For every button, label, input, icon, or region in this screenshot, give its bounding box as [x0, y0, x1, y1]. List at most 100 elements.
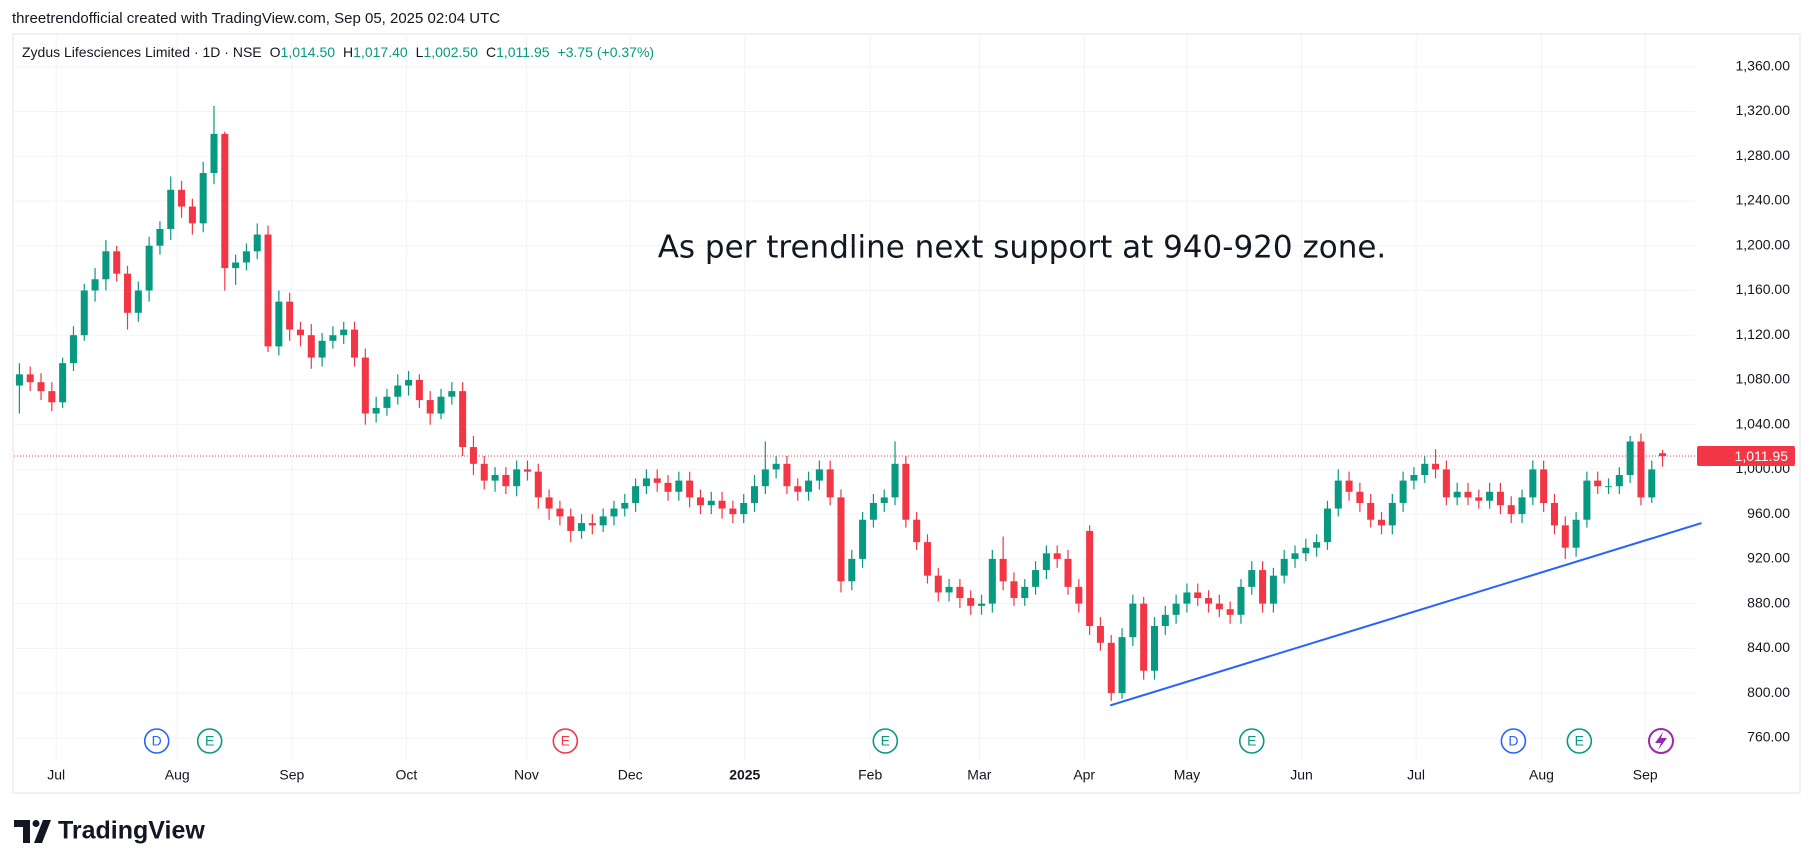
legend-value: 1,011.95	[496, 44, 550, 60]
candle-body	[1605, 486, 1613, 488]
y-tick-label: 1,160.00	[1736, 281, 1791, 297]
candle-body	[707, 500, 715, 506]
candle-body	[523, 469, 532, 472]
last-price-box	[1697, 446, 1795, 467]
x-tick-label: 2025	[729, 767, 760, 783]
x-tick-label: Aug	[1529, 767, 1554, 783]
candle-body	[318, 340, 326, 358]
candle-body	[805, 480, 813, 492]
candle-body	[794, 486, 802, 492]
candle-body	[253, 234, 261, 252]
candle-body	[1032, 570, 1040, 587]
event-label: E	[1575, 733, 1584, 749]
candle-body	[1432, 463, 1440, 470]
candle-body	[740, 502, 748, 515]
candle-body	[1129, 603, 1137, 638]
candle-body	[232, 262, 240, 269]
candle-body	[621, 502, 629, 509]
candle-body	[437, 396, 445, 414]
candle-body	[123, 273, 132, 313]
grid: 760.00 800.00 840.00 880.00 920.00 960.00 1,00…	[14, 35, 1790, 783]
candle-body	[1529, 469, 1537, 498]
candle-body	[1367, 502, 1375, 520]
candle-body	[588, 523, 596, 526]
candle-body	[761, 469, 769, 487]
y-tick-label: 1,040.00	[1736, 415, 1791, 431]
candle-body	[1572, 519, 1580, 548]
event-marker	[196, 728, 223, 754]
candle-body	[178, 189, 186, 207]
y-tick-label: 1,280.00	[1736, 147, 1791, 163]
legend-value: 1,014.50	[281, 44, 336, 60]
candle-body	[632, 486, 640, 503]
x-tick-label: Mar	[967, 767, 991, 783]
candle-body	[902, 463, 910, 520]
candle-body	[1540, 469, 1548, 503]
candle-body	[502, 475, 510, 487]
candle-body	[405, 379, 413, 386]
event-label: E	[561, 733, 570, 749]
candle-body	[1561, 525, 1569, 548]
plot: 1,011.95 D E E E E D E	[14, 105, 1795, 754]
candle-body	[642, 478, 650, 487]
candle-body	[156, 228, 164, 246]
candle-body	[145, 245, 153, 291]
candle-body	[275, 301, 283, 347]
candle-body	[988, 558, 996, 604]
candle-body	[1194, 592, 1202, 599]
candle-body	[1042, 553, 1050, 571]
candle-body	[415, 379, 423, 401]
y-tick-label: 1,080.00	[1736, 371, 1791, 387]
candle-body	[1507, 505, 1515, 515]
chart-frame	[12, 33, 1801, 794]
x-tick-label: Sep	[1633, 767, 1658, 783]
x-tick-label: Jul	[47, 767, 65, 783]
candle-body	[1248, 570, 1256, 587]
dividend-split-icon	[1648, 728, 1674, 754]
candle-body	[134, 290, 142, 313]
candle-body	[296, 329, 304, 336]
candle-body	[664, 482, 672, 492]
candle-body	[1659, 453, 1667, 457]
candle-body	[783, 463, 791, 487]
x-tick-label: Jun	[1290, 767, 1313, 783]
event-marker	[1500, 728, 1527, 754]
x-tick-label: May	[1174, 767, 1200, 783]
candle-body	[880, 497, 888, 503]
candle-body	[1118, 637, 1126, 694]
candle-body	[242, 251, 250, 263]
candle-body	[1475, 497, 1483, 501]
candle-body	[199, 173, 207, 224]
candle-body	[772, 463, 780, 470]
candle-body	[1226, 609, 1234, 615]
candle-body	[729, 508, 737, 515]
candle-body	[1053, 553, 1061, 559]
candle-body	[1550, 502, 1558, 526]
candle-body	[891, 463, 899, 498]
candle-body	[815, 469, 823, 481]
candle-body	[675, 480, 683, 492]
candle-body	[340, 329, 348, 336]
y-tick-label: 1,200.00	[1736, 236, 1791, 252]
candle-body	[923, 542, 931, 576]
candle-body	[1637, 441, 1645, 498]
candle-body	[1215, 603, 1223, 610]
candle-body	[1334, 480, 1342, 509]
candle-body	[826, 469, 834, 498]
x-tick-label: Aug	[165, 767, 190, 783]
candle-body	[1518, 497, 1526, 515]
annotation: As per trendline next support at 940-920…	[658, 230, 1387, 266]
candle-body	[448, 391, 456, 397]
candle-body	[1464, 491, 1472, 498]
candle-body	[610, 508, 618, 517]
candle-body	[210, 133, 218, 174]
candle-body	[264, 234, 272, 347]
legend-change: +3.75 (+0.37%)	[558, 44, 655, 60]
candle-body	[1064, 558, 1072, 587]
candle-body	[1313, 542, 1321, 548]
candle-body	[1183, 592, 1191, 604]
legend-key: H	[343, 44, 353, 60]
candle-body	[372, 407, 380, 414]
candle-body	[26, 374, 34, 383]
